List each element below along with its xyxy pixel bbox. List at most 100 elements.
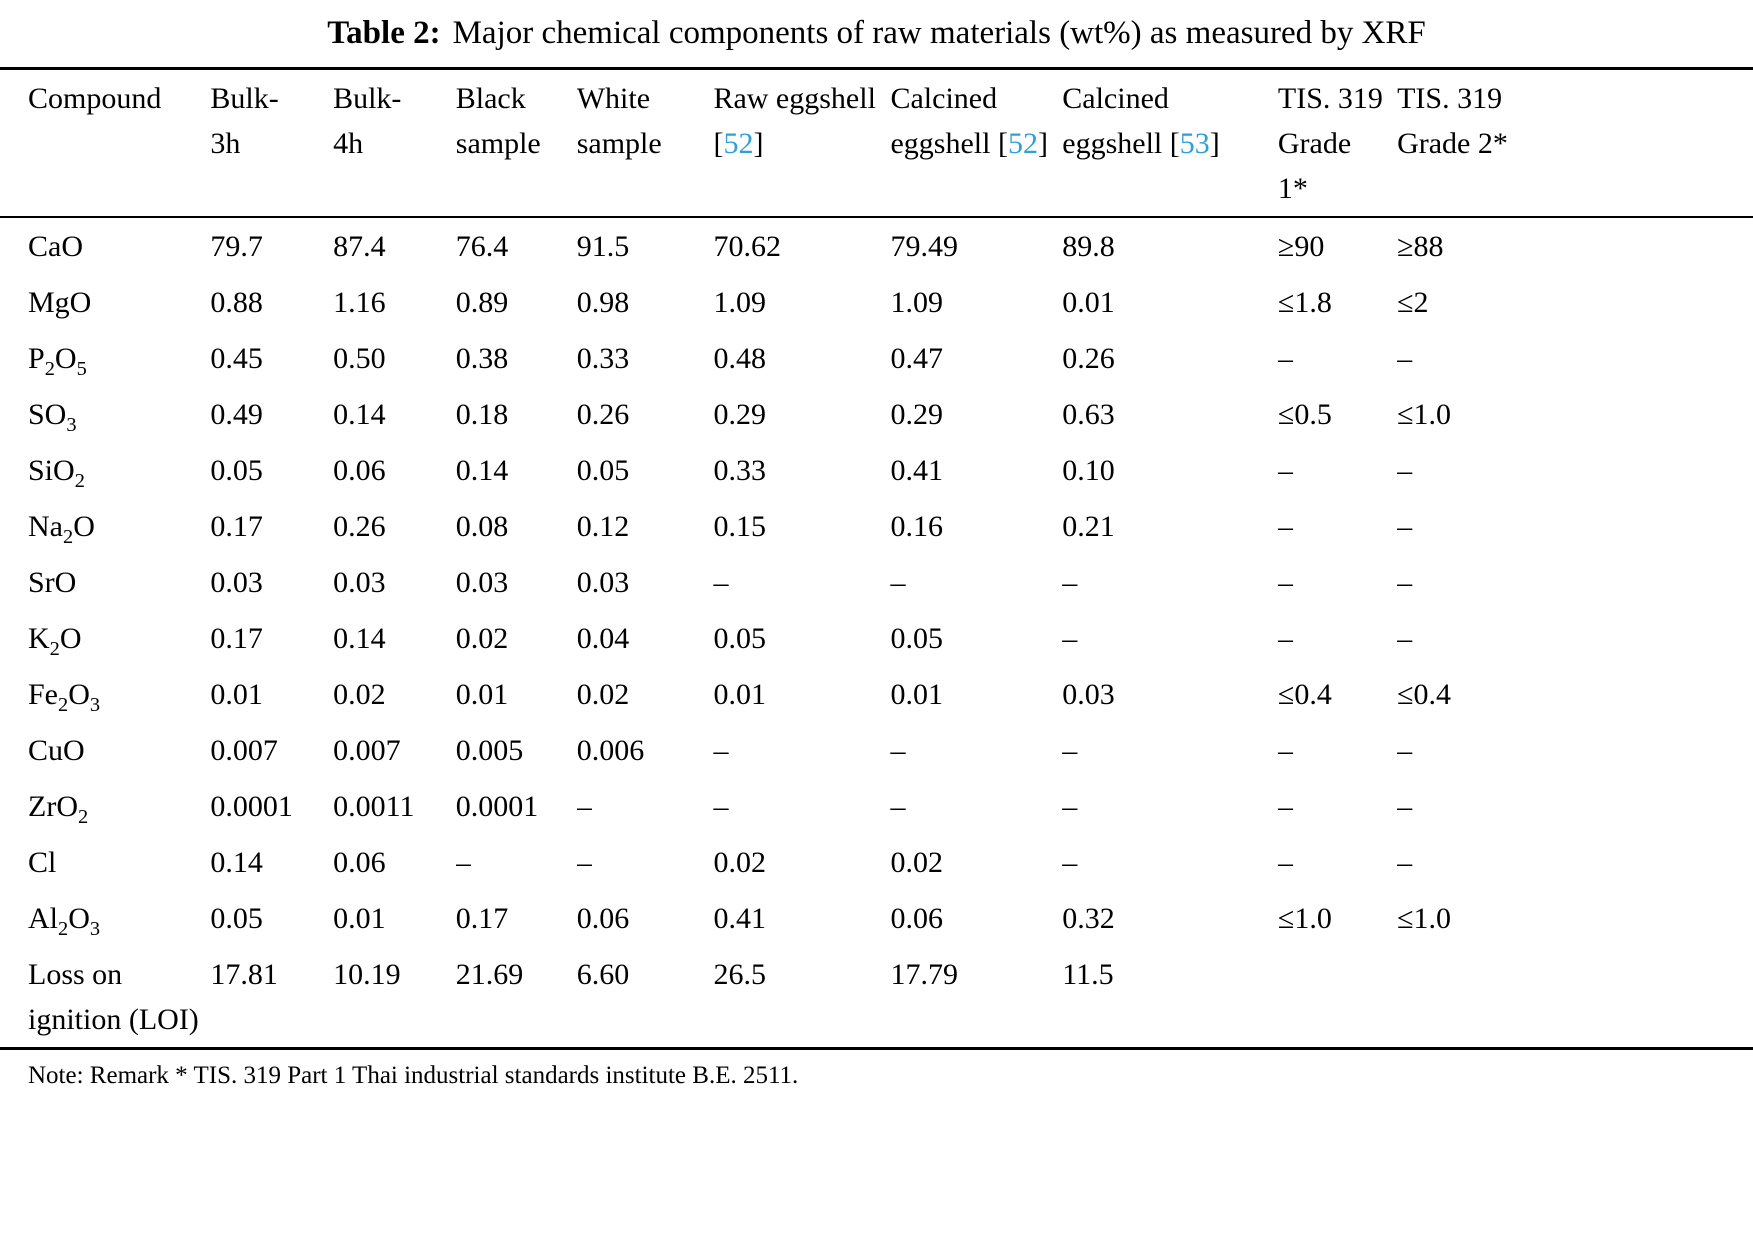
value-cell: 17.81	[210, 957, 278, 991]
table-row: CuO 0.007 0.007 0.005 0.006 – – – – –	[0, 722, 1753, 778]
column-header: Bulk-4h	[333, 68, 456, 218]
column-header-label: Black sample	[455, 81, 541, 160]
value-cell: 0.26	[333, 509, 386, 543]
value-cell: 0.005	[455, 733, 524, 767]
column-header: Bulk-3h	[210, 68, 334, 218]
value-cell: 0.05	[210, 901, 263, 935]
value-cell: –	[1062, 565, 1078, 599]
xrf-components-table: Compound Bulk-3h Bulk-4h Black sample White …	[0, 66, 1753, 1050]
value-cell: 26.5	[713, 957, 766, 991]
table-row: Al2O3 0.05 0.01 0.17 0.06 0.41 0.06 0.32 ≤1.0 ≤1.…	[0, 890, 1753, 946]
value-cell	[1397, 946, 1753, 1049]
value-cell: 1.09	[890, 285, 943, 319]
compound-cell: Na2O	[28, 509, 95, 548]
value-cell: 0.01	[210, 677, 263, 711]
value-cell: 1.09	[713, 285, 766, 319]
citation-link[interactable]: 52	[1007, 126, 1038, 160]
value-cell: 0.02	[333, 677, 386, 711]
value-cell: –	[576, 789, 592, 823]
value-cell: 0.03	[210, 565, 263, 599]
value-cell: 0.14	[210, 845, 263, 879]
value-cell: 0.05	[210, 453, 263, 487]
value-cell: 0.29	[890, 397, 943, 431]
table-note: Note: Remark * TIS. 319 Part 1 Thai indu…	[28, 1061, 799, 1089]
value-cell: –	[1397, 509, 1413, 543]
value-cell: –	[713, 733, 729, 767]
compound-cell: SiO2	[28, 453, 85, 492]
value-cell: 0.26	[1062, 341, 1115, 375]
table-row: Na2O 0.17 0.26 0.08 0.12 0.15 0.16 0.21 – –	[0, 498, 1753, 554]
column-header-label: TIS. 319 Grade 2*	[1397, 81, 1508, 160]
compound-cell: P2O5	[28, 341, 87, 380]
value-cell: –	[713, 789, 729, 823]
value-cell: –	[713, 565, 729, 599]
value-cell: –	[1062, 845, 1078, 879]
compound-cell: MgO	[28, 285, 92, 319]
value-cell: 87.4	[333, 229, 386, 263]
value-cell: 0.17	[210, 509, 263, 543]
value-cell: 21.69	[455, 957, 524, 991]
column-header-label: White sample	[576, 81, 662, 160]
value-cell	[1278, 946, 1397, 1049]
value-cell: –	[1397, 341, 1413, 375]
compound-cell: CaO	[28, 229, 83, 263]
compound-cell: Al2O3	[28, 901, 101, 940]
value-cell: –	[1277, 789, 1293, 823]
value-cell: –	[1277, 341, 1293, 375]
table-row: Fe2O3 0.01 0.02 0.01 0.02 0.01 0.01 0.03 ≤0.4 ≤0.…	[0, 666, 1753, 722]
value-cell: ≤1.0	[1277, 901, 1332, 935]
value-cell: 91.5	[576, 229, 630, 263]
column-header: Black sample	[455, 68, 577, 218]
column-header: Compound	[0, 68, 211, 218]
value-cell: ≥88	[1397, 229, 1444, 263]
citation-link[interactable]: 52	[723, 126, 754, 160]
value-cell: –	[1397, 565, 1413, 599]
value-cell: 0.05	[576, 453, 630, 487]
value-cell: 76.4	[455, 229, 509, 263]
citation-link[interactable]: 53	[1179, 126, 1210, 160]
value-cell: 0.0011	[333, 789, 415, 823]
value-cell: 0.17	[455, 901, 509, 935]
value-cell: –	[1277, 565, 1293, 599]
value-cell: 0.32	[1062, 901, 1115, 935]
value-cell: 0.47	[890, 341, 943, 375]
value-cell: –	[1397, 621, 1413, 655]
value-cell: 0.06	[890, 901, 943, 935]
compound-cell: Cl	[28, 845, 57, 879]
value-cell: 0.01	[713, 677, 766, 711]
value-cell: 79.7	[210, 229, 263, 263]
table-row: SO3 0.49 0.14 0.18 0.26 0.29 0.29 0.63 ≤0.5 ≤1.0	[0, 386, 1753, 442]
column-header-label: Bulk-3h	[210, 81, 279, 160]
compound-cell: Loss on ignition (LOI)	[28, 957, 199, 1036]
column-header: Calcined eggshell [53]	[1062, 68, 1278, 218]
value-cell: 0.007	[210, 733, 278, 767]
value-cell: 0.14	[333, 397, 386, 431]
value-cell: 0.02	[890, 845, 943, 879]
value-cell: 0.04	[576, 621, 630, 655]
header-row: Compound Bulk-3h Bulk-4h Black sample White …	[0, 68, 1753, 218]
value-cell: 0.29	[713, 397, 766, 431]
value-cell: –	[1277, 845, 1293, 879]
compound-cell: SrO	[28, 565, 77, 599]
value-cell: 0.14	[455, 453, 509, 487]
value-cell: 0.0001	[455, 789, 539, 823]
value-cell: 10.19	[333, 957, 401, 991]
compound-cell: CuO	[28, 733, 85, 767]
compound-cell: ZrO2	[28, 789, 89, 828]
column-header: White sample	[576, 68, 714, 218]
value-cell: 0.05	[890, 621, 943, 655]
value-cell: –	[890, 565, 906, 599]
value-cell: 0.10	[1062, 453, 1115, 487]
value-cell: 0.01	[890, 677, 943, 711]
table-body: CaO 79.7 87.4 76.4 91.5 70.62 79.49 89.8 ≥90 ≥88 M…	[0, 217, 1753, 1049]
table-header: Compound Bulk-3h Bulk-4h Black sample White …	[0, 68, 1753, 218]
column-header-label: Bulk-4h	[333, 81, 402, 160]
value-cell: 0.03	[576, 565, 630, 599]
value-cell: 0.02	[713, 845, 766, 879]
value-cell: 0.12	[576, 509, 630, 543]
table-caption-label: Table 2:	[327, 15, 441, 51]
value-cell: 0.03	[1062, 677, 1115, 711]
value-cell: 0.01	[455, 677, 509, 711]
value-cell: 0.45	[210, 341, 263, 375]
value-cell: –	[1277, 453, 1293, 487]
